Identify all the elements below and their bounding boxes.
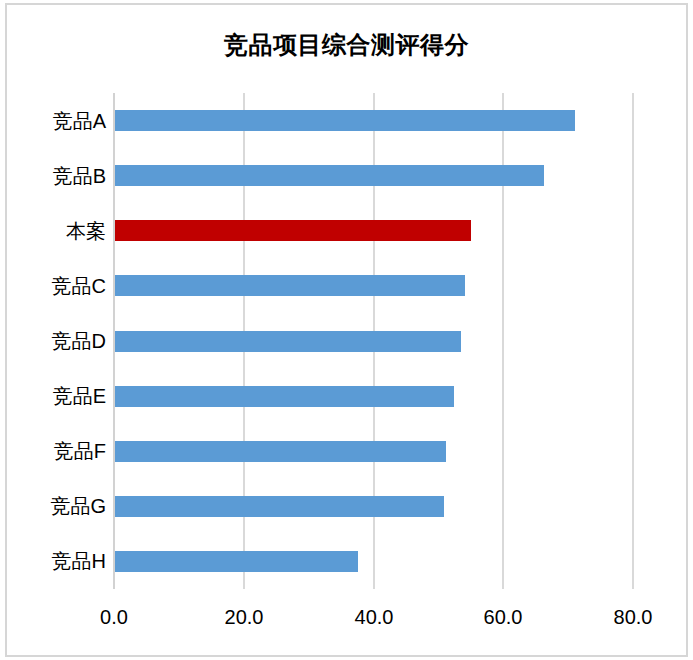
category-label: 竞品E xyxy=(10,382,106,410)
category-label: 竞品G xyxy=(10,492,106,520)
category-label: 竞品B xyxy=(10,162,106,190)
x-axis-tick-label: 40.0 xyxy=(329,606,419,629)
bar xyxy=(115,386,454,407)
category-label: 竞品F xyxy=(10,437,106,465)
category-label: 本案 xyxy=(10,217,106,245)
category-label: 竞品D xyxy=(10,327,106,355)
bar xyxy=(115,331,461,352)
plot-area: 0.020.040.060.080.0竞品A竞品B本案竞品C竞品D竞品E竞品F竞… xyxy=(0,0,693,660)
bar xyxy=(115,165,544,186)
chart: 竞品项目综合测评得分 0.020.040.060.080.0竞品A竞品B本案竞品… xyxy=(0,0,693,660)
x-axis-tick-label: 80.0 xyxy=(588,606,678,629)
x-axis-tick-label: 60.0 xyxy=(458,606,548,629)
bar xyxy=(115,496,444,517)
gridline xyxy=(632,93,634,589)
category-label: 竞品H xyxy=(10,547,106,575)
category-label: 竞品C xyxy=(10,272,106,300)
bar xyxy=(115,275,465,296)
category-label: 竞品A xyxy=(10,107,106,135)
bar xyxy=(115,441,446,462)
bar-highlighted xyxy=(115,220,471,241)
bar xyxy=(115,110,575,131)
x-axis-tick-label: 0.0 xyxy=(69,606,159,629)
x-axis-tick-label: 20.0 xyxy=(199,606,289,629)
bar xyxy=(115,551,358,572)
